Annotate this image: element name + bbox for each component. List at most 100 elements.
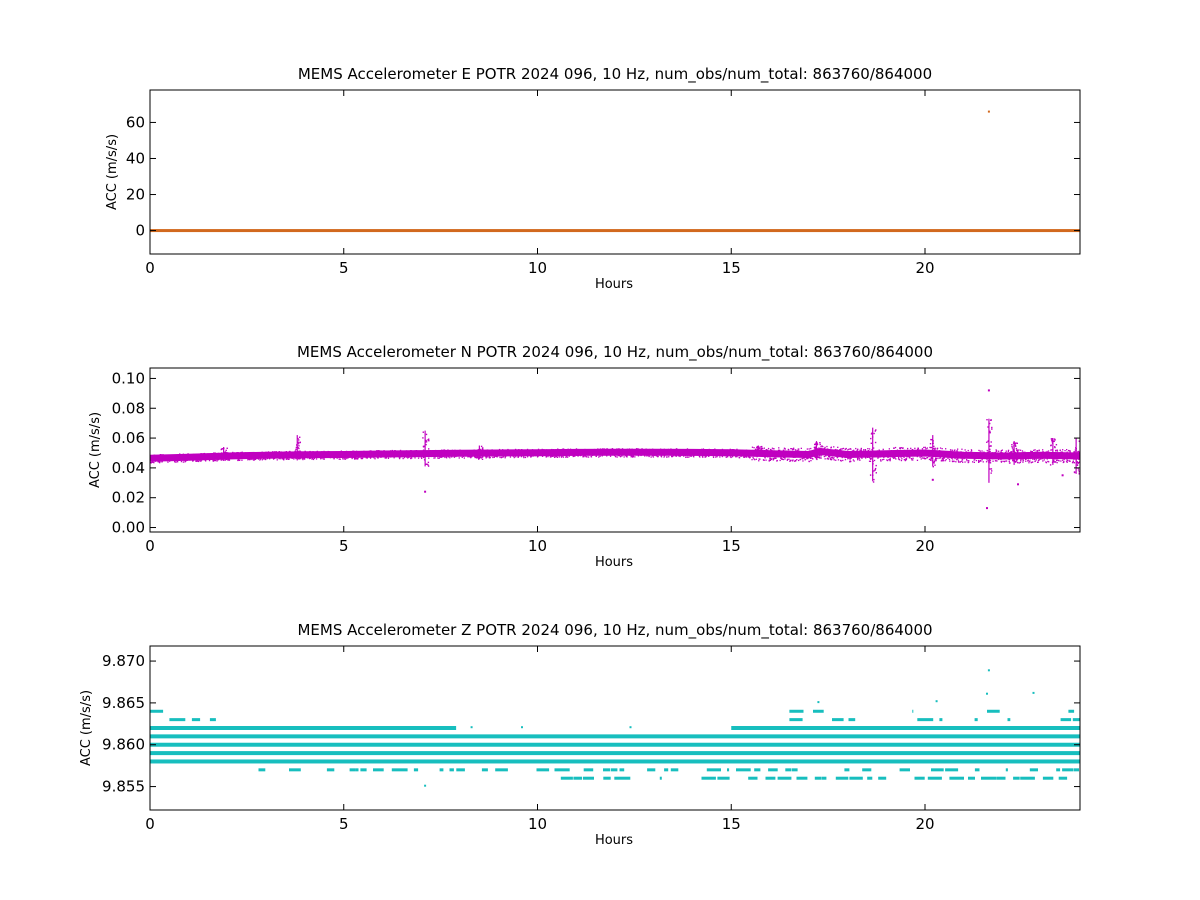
data-point: [794, 456, 796, 458]
data-point: [1001, 449, 1003, 451]
data-point: [303, 455, 305, 457]
data-point: [821, 445, 823, 447]
data-point: [542, 452, 544, 455]
panel-n-plot-area: 0 5 10 15 200.000.020.040.060.080.10: [112, 367, 1081, 555]
data-point: [1064, 450, 1066, 452]
data-point: [1021, 455, 1023, 457]
data-point: [818, 451, 820, 453]
data-point: [959, 461, 961, 463]
data-point: [284, 451, 286, 453]
data-point: [174, 460, 176, 462]
level-segment: [258, 768, 1079, 772]
data-point: [523, 449, 526, 452]
data-point: [1010, 452, 1012, 454]
data-point: [709, 454, 712, 456]
data-point: [949, 456, 951, 458]
data-point: [920, 455, 922, 457]
data-point: [678, 455, 680, 457]
spike: [294, 435, 302, 461]
data-point: [1078, 455, 1080, 457]
data-point: [289, 457, 291, 459]
data-point: [685, 452, 688, 454]
data-point: [451, 456, 453, 458]
data-point: [833, 457, 835, 459]
data-point: [851, 453, 853, 455]
data-point: [451, 449, 454, 451]
data-point: [227, 459, 229, 461]
data-point: [329, 457, 332, 459]
data-point: [531, 449, 534, 451]
data-point: [882, 450, 884, 452]
data-point: [351, 454, 354, 456]
data-point: [391, 449, 393, 452]
data-point: [593, 448, 596, 451]
data-point: [813, 446, 815, 449]
data-point: [528, 454, 530, 457]
data-point: [930, 459, 932, 461]
data-point: [751, 459, 753, 461]
data-point: [199, 459, 201, 461]
data-point: [398, 457, 400, 459]
data-point: [919, 449, 921, 451]
data-point: [1063, 460, 1065, 463]
data-point: [1038, 453, 1040, 455]
data-point: [259, 453, 261, 455]
data-point: [647, 454, 650, 456]
data-point: [814, 448, 816, 450]
data-point: [925, 448, 927, 450]
data-point: [334, 454, 336, 457]
data-point: [905, 459, 907, 461]
data-point: [637, 448, 639, 450]
data-point: [164, 455, 166, 457]
data-point: [312, 458, 315, 461]
data-point: [514, 448, 517, 451]
data-point: [634, 453, 637, 455]
data-point: [741, 452, 743, 454]
data-point: [455, 450, 457, 453]
data-point: [220, 453, 222, 456]
data-point: [937, 457, 939, 460]
data-point: [380, 450, 382, 452]
data-point: [618, 448, 620, 450]
data-point: [675, 455, 677, 457]
data-point: [203, 452, 206, 455]
data-point: [1030, 451, 1033, 453]
data-point: [491, 449, 493, 451]
data-point: [252, 458, 254, 461]
data-point: [1059, 449, 1061, 451]
data-point: [645, 453, 647, 455]
data-point: [429, 455, 431, 457]
data-point: [1045, 462, 1048, 464]
data-point: [409, 454, 412, 456]
data-point: [726, 449, 728, 451]
data-point: [251, 452, 254, 454]
data-point: [318, 453, 320, 455]
data-point: [648, 449, 650, 451]
data-point: [617, 452, 619, 454]
data-point: [956, 451, 958, 453]
data-point: [499, 456, 501, 459]
data-point: [776, 455, 779, 458]
data-point: [552, 451, 554, 453]
data-point: [250, 458, 252, 461]
data-point: [907, 447, 909, 450]
data-point: [775, 454, 777, 456]
data-point: [187, 453, 189, 455]
data-point: [857, 452, 859, 455]
data-point: [513, 450, 516, 452]
data-point: [595, 451, 597, 453]
data-point: [502, 451, 504, 453]
data-point: [617, 454, 619, 457]
data-point: [937, 450, 939, 452]
data-point: [230, 456, 232, 458]
data-point: [550, 455, 553, 457]
data-point: [357, 453, 359, 455]
data-point: [998, 450, 1000, 452]
data-point: [599, 455, 601, 457]
data-point: [1056, 456, 1058, 458]
data-point: [501, 456, 503, 458]
level-segment: [974, 718, 1011, 722]
data-point: [269, 452, 271, 454]
data-point: [957, 460, 960, 462]
data-point: [798, 450, 800, 452]
